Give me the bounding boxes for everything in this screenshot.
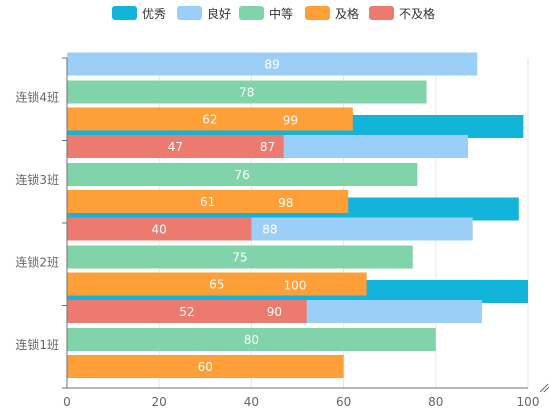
legend-swatch <box>305 6 330 20</box>
data-label: 60 <box>198 360 213 374</box>
bar <box>67 355 344 378</box>
y-category-label: 连锁2班 <box>15 254 59 269</box>
data-label: 76 <box>235 168 250 182</box>
bars <box>67 52 528 378</box>
data-label: 88 <box>262 223 277 237</box>
bar <box>67 300 307 323</box>
bar <box>67 80 427 104</box>
bar <box>67 163 418 186</box>
legend-item[interactable]: 及格 <box>305 4 359 22</box>
bar <box>67 52 478 76</box>
bar <box>67 135 284 158</box>
y-category-label: 连锁3班 <box>15 172 59 187</box>
legend-item[interactable]: 良好 <box>177 4 231 22</box>
legend-label: 不及格 <box>399 6 436 21</box>
bar <box>67 272 367 296</box>
data-label: 40 <box>152 223 167 237</box>
legend-label: 优秀 <box>142 6 167 21</box>
data-label: 89 <box>265 58 280 72</box>
data-label: 100 <box>284 279 307 293</box>
legend-label: 及格 <box>335 6 360 21</box>
bar <box>67 328 436 351</box>
legend-swatch <box>177 6 202 20</box>
data-label: 80 <box>244 333 259 347</box>
legend-swatch <box>239 6 264 20</box>
legend-swatch <box>112 6 137 20</box>
legend-item[interactable]: 优秀 <box>112 4 166 22</box>
data-label: 47 <box>168 140 183 154</box>
x-tick-label: 100 <box>517 395 540 409</box>
x-tick-label: 80 <box>428 395 443 409</box>
y-category-label: 连锁4班 <box>15 89 59 104</box>
legend-label: 中等 <box>269 6 294 21</box>
data-label: 78 <box>239 86 254 100</box>
x-axis-end-mark <box>539 383 550 393</box>
legend-item[interactable]: 中等 <box>239 4 293 22</box>
y-category-label: 连锁1班 <box>15 337 59 352</box>
legend-item[interactable]: 不及格 <box>369 4 435 22</box>
axes: 0 20 40 60 80 100 连锁1班 连锁2班 连锁3班 连锁4班 <box>15 57 550 409</box>
bar <box>67 190 349 213</box>
data-label: 65 <box>209 278 224 292</box>
data-label: 90 <box>267 305 282 319</box>
x-tick-label: 0 <box>63 395 71 409</box>
data-label: 52 <box>179 305 194 319</box>
legend: 优秀 良好 中等 及格 不及格 <box>0 4 550 22</box>
legend-swatch <box>369 6 394 20</box>
data-label: 75 <box>232 251 247 265</box>
data-labels: 100 98 99 60 65 61 62 80 75 76 78 90 88 87 89 52 40 47 <box>152 58 307 375</box>
data-label: 98 <box>278 196 293 210</box>
x-tick-label: 60 <box>336 395 351 409</box>
bar <box>67 107 353 131</box>
data-label: 87 <box>260 140 275 154</box>
legend-label: 良好 <box>207 6 232 21</box>
data-label: 62 <box>202 113 217 127</box>
x-tick-label: 40 <box>244 395 259 409</box>
data-label: 99 <box>283 114 298 128</box>
x-tick-label: 20 <box>152 395 167 409</box>
bar <box>67 245 413 269</box>
data-label: 61 <box>200 195 215 209</box>
bar <box>67 217 252 241</box>
